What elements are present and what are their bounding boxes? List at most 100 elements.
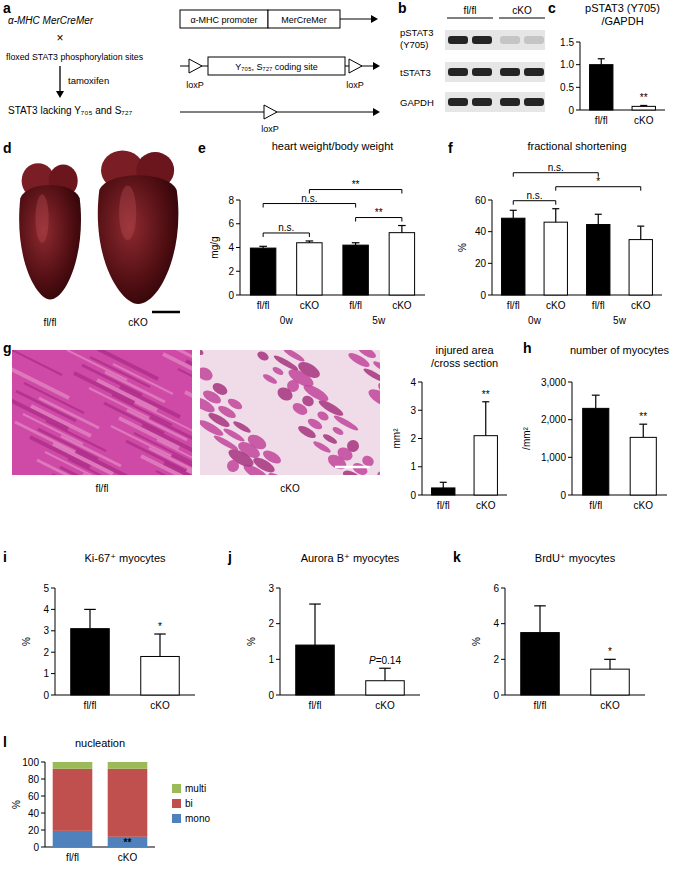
y-tick-label: 60 [475, 195, 487, 206]
legend-label: bi [185, 798, 193, 809]
box-label: MerCreMer [281, 15, 327, 25]
loxp-label: loxP [346, 80, 364, 90]
bar [474, 436, 497, 495]
bar-segment [53, 762, 93, 769]
y-tick [41, 813, 45, 814]
box-label: Y₇₀₅, S₇₂₇ coding site [235, 62, 318, 72]
fiber [331, 425, 344, 436]
error-cap [639, 424, 647, 425]
bracket [263, 204, 356, 208]
x-tick-label: fl/fl [66, 852, 79, 863]
y-tick-label: 0 [268, 690, 274, 701]
panel-letter: a [3, 0, 11, 16]
panel-letter: b [398, 0, 407, 16]
bar [297, 243, 322, 295]
y-tick [488, 231, 492, 232]
sample-label: cKO [128, 317, 148, 328]
error-line [89, 609, 90, 628]
bar [502, 218, 525, 295]
blot-band [524, 36, 544, 44]
bar [432, 488, 455, 495]
significance: * [608, 646, 612, 657]
bracket [513, 201, 556, 205]
bracket [513, 173, 598, 177]
legend-swatch [172, 784, 181, 793]
bar-segment [108, 762, 148, 769]
scale-bar [335, 466, 370, 469]
fiber [200, 365, 215, 383]
error-cap [637, 226, 644, 227]
arrow-head [373, 108, 380, 116]
bar [296, 645, 335, 695]
significance: n.s. [278, 222, 294, 233]
error-bar [592, 395, 600, 408]
legend-swatch [172, 799, 181, 808]
row-label: pSTAT3 [400, 27, 433, 38]
error-line [513, 210, 514, 218]
y-tick-label: 0 [228, 290, 234, 301]
error-line [601, 59, 602, 65]
x-tick-label: cKO [546, 300, 566, 311]
fiber [185, 392, 192, 422]
cross-parent: α-MHC MerCreMer [8, 15, 94, 26]
y-tick [418, 438, 422, 439]
plot-area [590, 59, 656, 110]
y-tick [568, 457, 572, 458]
chart-title: pSTAT3 (Y705) [585, 2, 660, 14]
plot-area [432, 402, 498, 495]
plot-area [296, 604, 405, 695]
y-tick [501, 623, 505, 624]
y-tick-label: 2 [43, 647, 49, 658]
error-line [609, 659, 610, 669]
error-bar [379, 668, 391, 680]
y-tick-label: 1 [268, 654, 274, 665]
y-tick-label: 0 [480, 290, 486, 301]
y-tick [488, 263, 492, 264]
error-bar [482, 402, 489, 436]
y-tick-label: 1 [43, 668, 49, 679]
significance: ** [352, 179, 360, 190]
significance: n.s. [301, 193, 317, 204]
fiber [200, 395, 217, 416]
error-cap [482, 401, 489, 402]
y-axis [572, 382, 573, 495]
fiber [291, 401, 310, 418]
y-axis [55, 588, 56, 695]
y-tick-label: 100 [22, 757, 39, 768]
fiber [141, 456, 192, 475]
y-tick-label: 8 [228, 195, 234, 206]
p-value: =0.14 [376, 655, 402, 666]
y-axis-label: % [21, 637, 32, 646]
tissue [200, 350, 380, 475]
x-tick-label: cKO [631, 300, 651, 311]
scale-bar [152, 311, 180, 314]
panel-letter: e [198, 140, 206, 156]
error-line [443, 482, 444, 488]
y-tick [236, 295, 240, 296]
y-axis [492, 200, 493, 295]
sample-label: fl/fl [44, 317, 57, 328]
y-tick [418, 466, 422, 467]
fiber [200, 418, 225, 439]
y-tick-label: 4 [410, 377, 416, 388]
significance: n.s. [548, 162, 564, 173]
significance: * [158, 621, 162, 632]
bar [587, 225, 610, 295]
x-tick-label: cKO [392, 300, 412, 311]
error-cap [309, 603, 321, 604]
error-cap [154, 633, 166, 634]
x-tick-label: cKO [634, 500, 654, 511]
y-axis-label: /mm² [521, 426, 532, 449]
x-tick-label: cKO [118, 852, 138, 863]
error-cap [640, 105, 647, 106]
y-tick [41, 762, 45, 763]
fiber [212, 433, 239, 452]
y-tick-label: 0 [33, 842, 39, 853]
error-cap [598, 58, 605, 59]
significance: P=0.14 [369, 655, 401, 666]
x-tick-label: fl/fl [349, 300, 362, 311]
arrow-head [56, 91, 64, 98]
error-bar [510, 210, 517, 218]
y-tick-label: 0 [493, 690, 499, 701]
blot-strip [445, 30, 545, 50]
